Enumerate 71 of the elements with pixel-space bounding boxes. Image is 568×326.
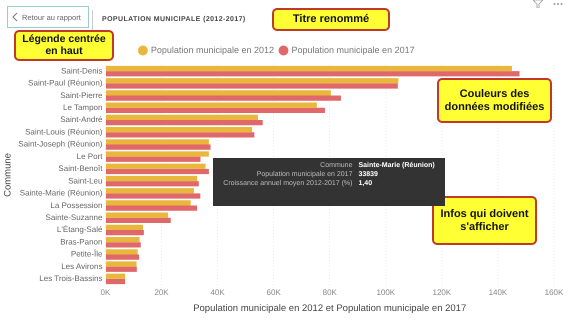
bar [106,236,140,242]
bar [106,83,398,89]
annotation: Infos qui doivent s'afficher [432,196,537,245]
bar [106,249,138,254]
bar [106,151,209,157]
y-tick-label: Saint-Benoît [58,164,104,174]
bar [106,176,198,182]
legend-label: Population municipale en 2017 [292,44,415,55]
bar [106,114,258,120]
bar [106,274,126,279]
x-tick-label: 160K [544,288,564,298]
bar [106,254,140,260]
x-tick-label: 40K [210,288,226,298]
x-axis-title: Population municipale en 2012 et Population municipale en 2017 [193,302,466,314]
bar [106,66,512,72]
y-tick-label: L'Étang-Salé [56,225,103,234]
bar [106,156,200,162]
bar [106,144,211,150]
x-tick-label: 20K [154,288,170,298]
legend-label: Population municipale en 2012 [150,44,274,55]
x-tick-label: 140K [488,288,508,298]
y-tick-label: Saint-Denis [61,66,102,76]
bar [106,278,126,284]
x-tick-label: 0K [100,288,111,298]
bar [106,78,398,84]
y-tick-label: Saint-Joseph (Réunion) [18,140,103,149]
bar [106,102,317,108]
bar [106,242,141,248]
y-tick-label: Sainte-Marie (Réunion) [20,188,103,198]
y-tick-label: Saint-Paul (Réunion) [28,78,103,88]
y-tick-label: Les Trois-Bassins [39,274,102,284]
text: Titre renommé [272,8,390,31]
bar [106,108,325,114]
bar [106,193,200,199]
bar [106,230,144,236]
y-tick-label: Le Tampon [63,102,102,112]
y-axis-title: Commune [2,153,14,197]
bar [106,224,144,230]
bar [106,212,168,218]
bar [106,90,331,96]
y-tick-label: Bras-Panon [60,237,102,246]
bar [106,71,520,76]
bar [106,132,254,138]
bar [106,96,341,101]
bar [106,200,191,206]
bar [106,120,263,126]
bar [106,168,209,174]
y-tick-label: Le Port [76,152,104,161]
bar [106,266,137,272]
bar [106,261,137,267]
y-tick-label: Saint-Louis (Réunion) [25,127,103,136]
annotation: Couleurs des données modifiées [437,78,552,123]
y-tick-label: Saint-Pierre [60,90,103,100]
x-tick-label: 120K [432,288,452,298]
y-tick-label: Sainte-Suzanne [46,212,103,222]
y-tick-label: Saint-Leu [68,176,102,186]
bar [106,164,206,169]
bar [106,188,194,194]
x-tick-label: 100K [376,288,396,298]
x-tick-label: 60K [266,288,282,298]
bar [106,206,198,211]
y-tick-label: Petite-Île [70,250,103,259]
bar [106,139,209,144]
bar [106,218,171,224]
text: Légende centrée en haut [14,30,114,61]
bar [106,126,252,132]
y-tick-label: La Possession [50,200,102,210]
y-tick-label: Les Avirons [61,262,102,271]
x-tick-label: 80K [322,288,338,298]
y-tick-label: Saint-André [60,115,103,124]
bar [106,181,199,186]
